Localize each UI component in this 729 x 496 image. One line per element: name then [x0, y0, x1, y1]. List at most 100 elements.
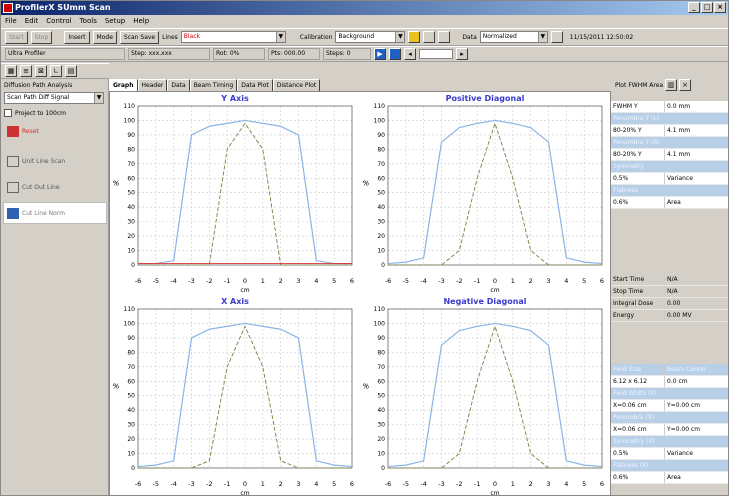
x-tick-label: 4 — [314, 480, 318, 488]
x-tick-label: -1 — [224, 277, 230, 285]
property-row: Penumbra Y (R) — [611, 137, 728, 149]
view-tabs: Graph Header Data Beam Timing Data Plot … — [109, 79, 611, 91]
y-tick-label: 10 — [377, 451, 385, 458]
property-value: 4.1 mm — [665, 149, 728, 160]
stop-icon[interactable] — [389, 48, 401, 60]
y-tick-label: 60 — [377, 378, 385, 385]
property-key: Stop Time — [611, 286, 665, 297]
x-tick-label: -6 — [135, 277, 141, 285]
analysis-select-value: Scan Path Diff Signal — [7, 94, 70, 101]
property-key: 0.6% — [611, 472, 665, 483]
y-tick-label: 100 — [124, 117, 136, 124]
property-key: 80-20% Y — [611, 149, 665, 160]
x-tick-label: -5 — [153, 480, 159, 488]
lines-select[interactable]: Black ▼ — [180, 31, 286, 43]
analysis-group-label: Diffusion Path Analysis — [4, 82, 73, 89]
y-tick-label: 50 — [377, 393, 385, 400]
tab-beam-timing[interactable]: Beam Timing — [189, 79, 238, 91]
x-tick-label: -2 — [456, 480, 462, 488]
cross-view-icon[interactable]: ⊠ — [35, 65, 47, 77]
y-tick-label: 0 — [131, 262, 135, 269]
menu-file[interactable]: File — [5, 17, 17, 25]
minimize-button[interactable]: _ — [688, 2, 700, 13]
blank-icon[interactable] — [438, 31, 451, 43]
series-line — [388, 121, 602, 266]
menu-edit[interactable]: Edit — [24, 17, 39, 25]
series-line — [138, 122, 352, 266]
mode-button[interactable]: Mode — [92, 30, 117, 44]
reset-button[interactable]: Reset — [3, 120, 107, 142]
pin-icon[interactable]: ▥ — [665, 79, 678, 91]
property-row: 80-20% Y 4.1 mm — [611, 149, 728, 161]
calibration-select-value: Background — [338, 33, 375, 40]
property-key: 0.5% — [611, 173, 665, 184]
close-panel-icon[interactable]: × — [679, 79, 692, 91]
plot-area: Y Axis 0 10 20 30 40 50 60 70 80 90 100 110 -6 -5 -4 -3-… — [109, 91, 611, 496]
property-row: X=0.06 cm Y=0.00 cm — [611, 424, 728, 436]
corner-view-icon[interactable]: ∟ — [50, 65, 62, 77]
property-key: 6.12 x 6.12 — [611, 376, 665, 387]
property-value: Y=0.00 cm — [665, 424, 728, 435]
fwhm-area-tab[interactable]: FWHM Area — [628, 81, 664, 89]
properties-grid-top: FWHM Y 0.0 mm Penumbra Y (L) 80-20% Y 4.1 mm… — [611, 101, 728, 209]
tab-graph[interactable]: Graph — [109, 79, 138, 91]
start-button[interactable]: Start — [5, 30, 28, 44]
reset-label: Reset — [22, 128, 39, 135]
maximize-button[interactable]: □ — [701, 2, 713, 13]
plot-tab[interactable]: Plot — [615, 81, 627, 89]
tab-distance-plot[interactable]: Distance Plot — [272, 79, 321, 91]
stop-button[interactable]: Stop — [30, 30, 53, 44]
x-tick-label: 2 — [529, 277, 533, 285]
property-row: 0.6% Area — [611, 472, 728, 484]
cut-line-norm-label: Cut Line Norm — [22, 210, 66, 217]
play-icon[interactable]: ▶ — [374, 48, 386, 60]
project-checkbox-row[interactable]: Project to 100cm — [4, 109, 66, 117]
property-row: Penumbra Y (L) — [611, 113, 728, 125]
menu-setup[interactable]: Setup — [104, 17, 126, 25]
y-tick-label: 30 — [377, 219, 385, 226]
x-tick-label: -4 — [420, 277, 426, 285]
list-view-icon[interactable]: ≡ — [20, 65, 32, 77]
grid-view-icon[interactable]: ▦ — [5, 65, 17, 77]
y-tick-label: 0 — [131, 465, 135, 472]
tab-data[interactable]: Data — [167, 79, 190, 91]
open-folder-icon[interactable] — [408, 31, 421, 43]
data-select[interactable]: Normalized ▼ — [479, 31, 548, 43]
x-tick-label: -5 — [403, 480, 409, 488]
x-tick-label: 2 — [529, 480, 533, 488]
property-key: Symmetry (X) — [611, 436, 728, 447]
close-button[interactable]: × — [714, 2, 726, 13]
scroll-right-icon[interactable]: ▸ — [456, 48, 468, 60]
x-tick-label: 5 — [582, 480, 586, 488]
insert-button[interactable]: Insert — [64, 30, 90, 44]
analysis-select[interactable]: Scan Path Diff Signal ▼ — [4, 92, 104, 104]
property-key: Symmetry — [611, 161, 728, 172]
y-tick-label: 70 — [127, 364, 135, 371]
scan-save-button[interactable]: Scan Save — [119, 30, 160, 44]
cut-out-line-button[interactable]: Cut Out Line — [3, 176, 107, 198]
save-icon[interactable] — [423, 31, 436, 43]
project-checkbox[interactable] — [4, 109, 12, 117]
x-tick-label: -4 — [170, 277, 176, 285]
line-scan-icon — [7, 156, 19, 167]
data-label: Data — [462, 33, 477, 41]
calibration-select[interactable]: Background ▼ — [335, 31, 406, 43]
tab-header[interactable]: Header — [137, 79, 168, 91]
tab-data-plot[interactable]: Data Plot — [237, 79, 273, 91]
property-key: Flatness (X) — [611, 460, 728, 471]
unit-line-scan-button[interactable]: Unit Line Scan — [3, 150, 107, 172]
menu-tools[interactable]: Tools — [79, 17, 97, 25]
scroll-left-icon[interactable]: ◂ — [404, 48, 416, 60]
datetime-readout: 11/15/2011 12:50:02 — [569, 33, 634, 41]
y-tick-label: 80 — [377, 146, 385, 153]
position-slider[interactable] — [419, 49, 453, 59]
y-tick-label: 70 — [377, 364, 385, 371]
x-axis-label: cm — [490, 490, 499, 496]
menu-control[interactable]: Control — [46, 17, 72, 25]
menu-help[interactable]: Help — [133, 17, 150, 25]
settings-icon[interactable] — [550, 31, 563, 43]
x-tick-label: 1 — [511, 480, 515, 488]
export-icon[interactable]: ▤ — [65, 65, 77, 77]
cut-line-norm-button[interactable]: Cut Line Norm — [3, 202, 107, 224]
x-tick-label: -4 — [170, 480, 176, 488]
